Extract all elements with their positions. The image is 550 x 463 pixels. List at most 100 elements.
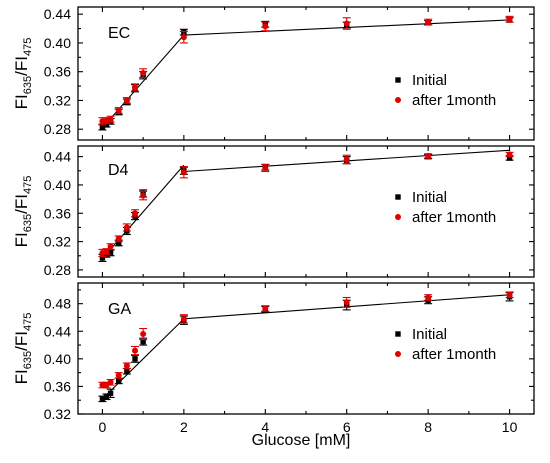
data-point bbox=[180, 34, 187, 41]
y-axis-label-part: /FI bbox=[12, 56, 31, 76]
data-point bbox=[123, 97, 130, 104]
data-point bbox=[132, 356, 138, 362]
data-point bbox=[124, 368, 130, 374]
data-point bbox=[116, 240, 122, 246]
data-point bbox=[180, 315, 187, 322]
y-tick-label: 0.40 bbox=[44, 35, 71, 51]
series-after-1month bbox=[98, 15, 514, 126]
series-initial bbox=[98, 153, 514, 262]
x-axis-label: Glucose [mM] bbox=[252, 432, 351, 449]
data-point bbox=[132, 84, 138, 91]
y-axis-label-subscript: 635 bbox=[22, 214, 34, 232]
data-point bbox=[103, 248, 110, 255]
panel-label: EC bbox=[108, 25, 130, 42]
fit-line bbox=[102, 318, 185, 400]
data-point bbox=[99, 396, 106, 402]
y-axis-label: FI635/FI475 bbox=[12, 313, 34, 385]
data-point bbox=[132, 347, 138, 354]
x-tick-label: 10 bbox=[502, 419, 518, 435]
data-point bbox=[262, 23, 269, 30]
data-point bbox=[115, 235, 122, 242]
x-tick-label: 2 bbox=[180, 419, 188, 435]
y-tick-label: 0.28 bbox=[44, 121, 71, 137]
data-point bbox=[425, 19, 432, 26]
y-tick-label: 0.40 bbox=[44, 177, 71, 193]
data-point bbox=[107, 116, 114, 123]
legend-label: after 1month bbox=[412, 346, 496, 363]
y-axis-label: FI635/FI475 bbox=[12, 38, 34, 110]
y-tick-label: 0.44 bbox=[44, 149, 71, 165]
plot-frame bbox=[77, 6, 535, 141]
legend-marker-square bbox=[395, 77, 401, 83]
y-tick-label: 0.40 bbox=[44, 351, 71, 367]
y-tick-label: 0.48 bbox=[44, 296, 71, 312]
y-tick-label: 0.32 bbox=[44, 92, 71, 108]
panel-label: D4 bbox=[108, 162, 129, 179]
panel-ec: 0.28 0.32 0.36 0.40 0.44 FI635/FI475 EC Initial… bbox=[12, 6, 535, 141]
legend-label: after 1month bbox=[412, 209, 496, 226]
y-tick-label: 0.32 bbox=[44, 234, 71, 250]
y-axis-label-subscript: 635 bbox=[22, 76, 34, 94]
y-axis-label-part: /FI bbox=[12, 331, 31, 351]
panel-d4: 0.28 0.32 0.36 0.40 0.44 FI635/FI475 D4 Initial… bbox=[12, 145, 535, 278]
data-point bbox=[425, 152, 432, 159]
y-tick-label: 0.44 bbox=[44, 323, 71, 339]
data-point bbox=[506, 155, 513, 161]
data-point bbox=[116, 378, 122, 384]
y-tick-label: 0.32 bbox=[44, 406, 71, 422]
data-point bbox=[140, 331, 147, 338]
legend-marker-circle bbox=[395, 351, 401, 357]
y-axis-label-part: FI bbox=[12, 369, 31, 384]
data-point bbox=[107, 379, 114, 386]
legend-label: after 1month bbox=[412, 92, 496, 109]
data-point bbox=[140, 70, 147, 77]
y-tick-label: 0.36 bbox=[44, 378, 71, 394]
y-axis-label: FI635/FI475 bbox=[12, 176, 34, 248]
x-tick-label: 4 bbox=[261, 419, 269, 435]
data-point bbox=[103, 394, 110, 400]
data-point bbox=[140, 338, 146, 345]
data-point bbox=[180, 169, 187, 176]
y-axis-label-subscript: 475 bbox=[22, 176, 34, 194]
panel-ga: 0.32 0.36 0.40 0.44 0.48 0 2 4 6 8 10 FI635/FI475 GA… bbox=[12, 282, 535, 435]
data-point bbox=[99, 124, 106, 130]
data-point bbox=[343, 299, 350, 306]
data-point bbox=[343, 20, 350, 27]
data-point bbox=[115, 107, 122, 114]
data-point bbox=[425, 294, 432, 301]
legend-marker-circle bbox=[395, 214, 401, 220]
series-initial bbox=[98, 292, 514, 403]
y-axis-label-part: FI bbox=[12, 232, 31, 247]
data-point bbox=[262, 164, 269, 171]
y-tick-label: 0.36 bbox=[44, 64, 71, 80]
data-point bbox=[103, 121, 110, 127]
data-point bbox=[262, 305, 269, 312]
data-point bbox=[140, 192, 147, 199]
data-point bbox=[343, 156, 350, 163]
y-axis-label-subscript: 475 bbox=[22, 38, 34, 56]
fit-line bbox=[102, 164, 185, 259]
data-point bbox=[506, 16, 513, 23]
series-after-1month bbox=[98, 291, 514, 389]
x-tick-label: 6 bbox=[343, 419, 351, 435]
fit-line bbox=[102, 34, 185, 129]
data-point bbox=[506, 151, 513, 158]
legend: Initial after 1month bbox=[395, 189, 496, 226]
series-initial bbox=[98, 17, 514, 131]
panel-label: GA bbox=[108, 301, 131, 318]
y-tick-label: 0.28 bbox=[44, 262, 71, 278]
legend-label: Initial bbox=[412, 326, 447, 343]
x-tick-label: 0 bbox=[99, 419, 107, 435]
x-tick-label: 8 bbox=[424, 419, 432, 435]
legend-marker-circle bbox=[395, 97, 401, 103]
data-point bbox=[107, 250, 114, 256]
y-axis-label-subscript: 475 bbox=[22, 313, 34, 331]
legend: Initial after 1month bbox=[395, 72, 496, 109]
y-axis-label-part: FI bbox=[12, 94, 31, 109]
data-point bbox=[115, 372, 122, 379]
y-tick-label: 0.36 bbox=[44, 205, 71, 221]
data-point bbox=[107, 390, 114, 397]
data-point bbox=[123, 362, 130, 369]
legend: Initial after 1month bbox=[395, 326, 496, 363]
